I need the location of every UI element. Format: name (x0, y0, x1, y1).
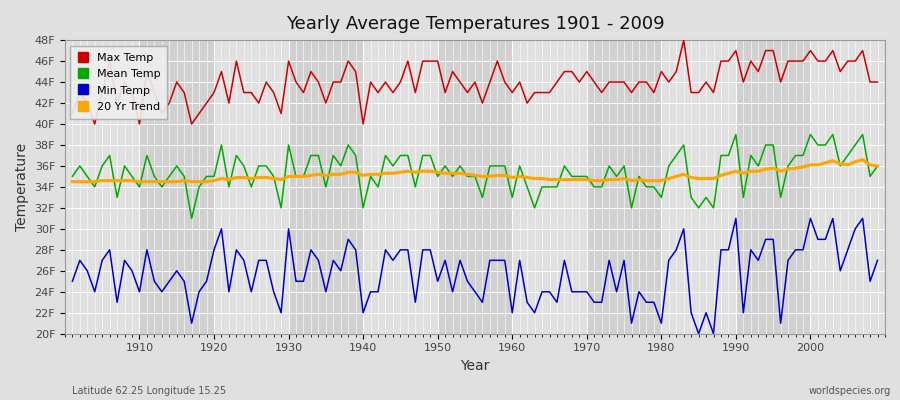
Text: Latitude 62.25 Longitude 15.25: Latitude 62.25 Longitude 15.25 (72, 386, 226, 396)
Bar (587, 40, 662, 334)
Text: worldspecies.org: worldspecies.org (809, 386, 891, 396)
Bar (736, 40, 810, 334)
Legend: Max Temp, Mean Temp, Min Temp, 20 Yr Trend: Max Temp, Mean Temp, Min Temp, 20 Yr Tre… (70, 46, 167, 119)
Bar (214, 40, 289, 334)
Bar (289, 40, 363, 334)
Bar (363, 40, 437, 334)
Bar (810, 40, 885, 334)
Bar (437, 40, 512, 334)
X-axis label: Year: Year (460, 359, 490, 373)
Bar (512, 40, 587, 334)
Bar (65, 40, 140, 334)
Bar (140, 40, 214, 334)
Title: Yearly Average Temperatures 1901 - 2009: Yearly Average Temperatures 1901 - 2009 (285, 15, 664, 33)
Y-axis label: Temperature: Temperature (15, 143, 29, 231)
Bar (662, 40, 736, 334)
